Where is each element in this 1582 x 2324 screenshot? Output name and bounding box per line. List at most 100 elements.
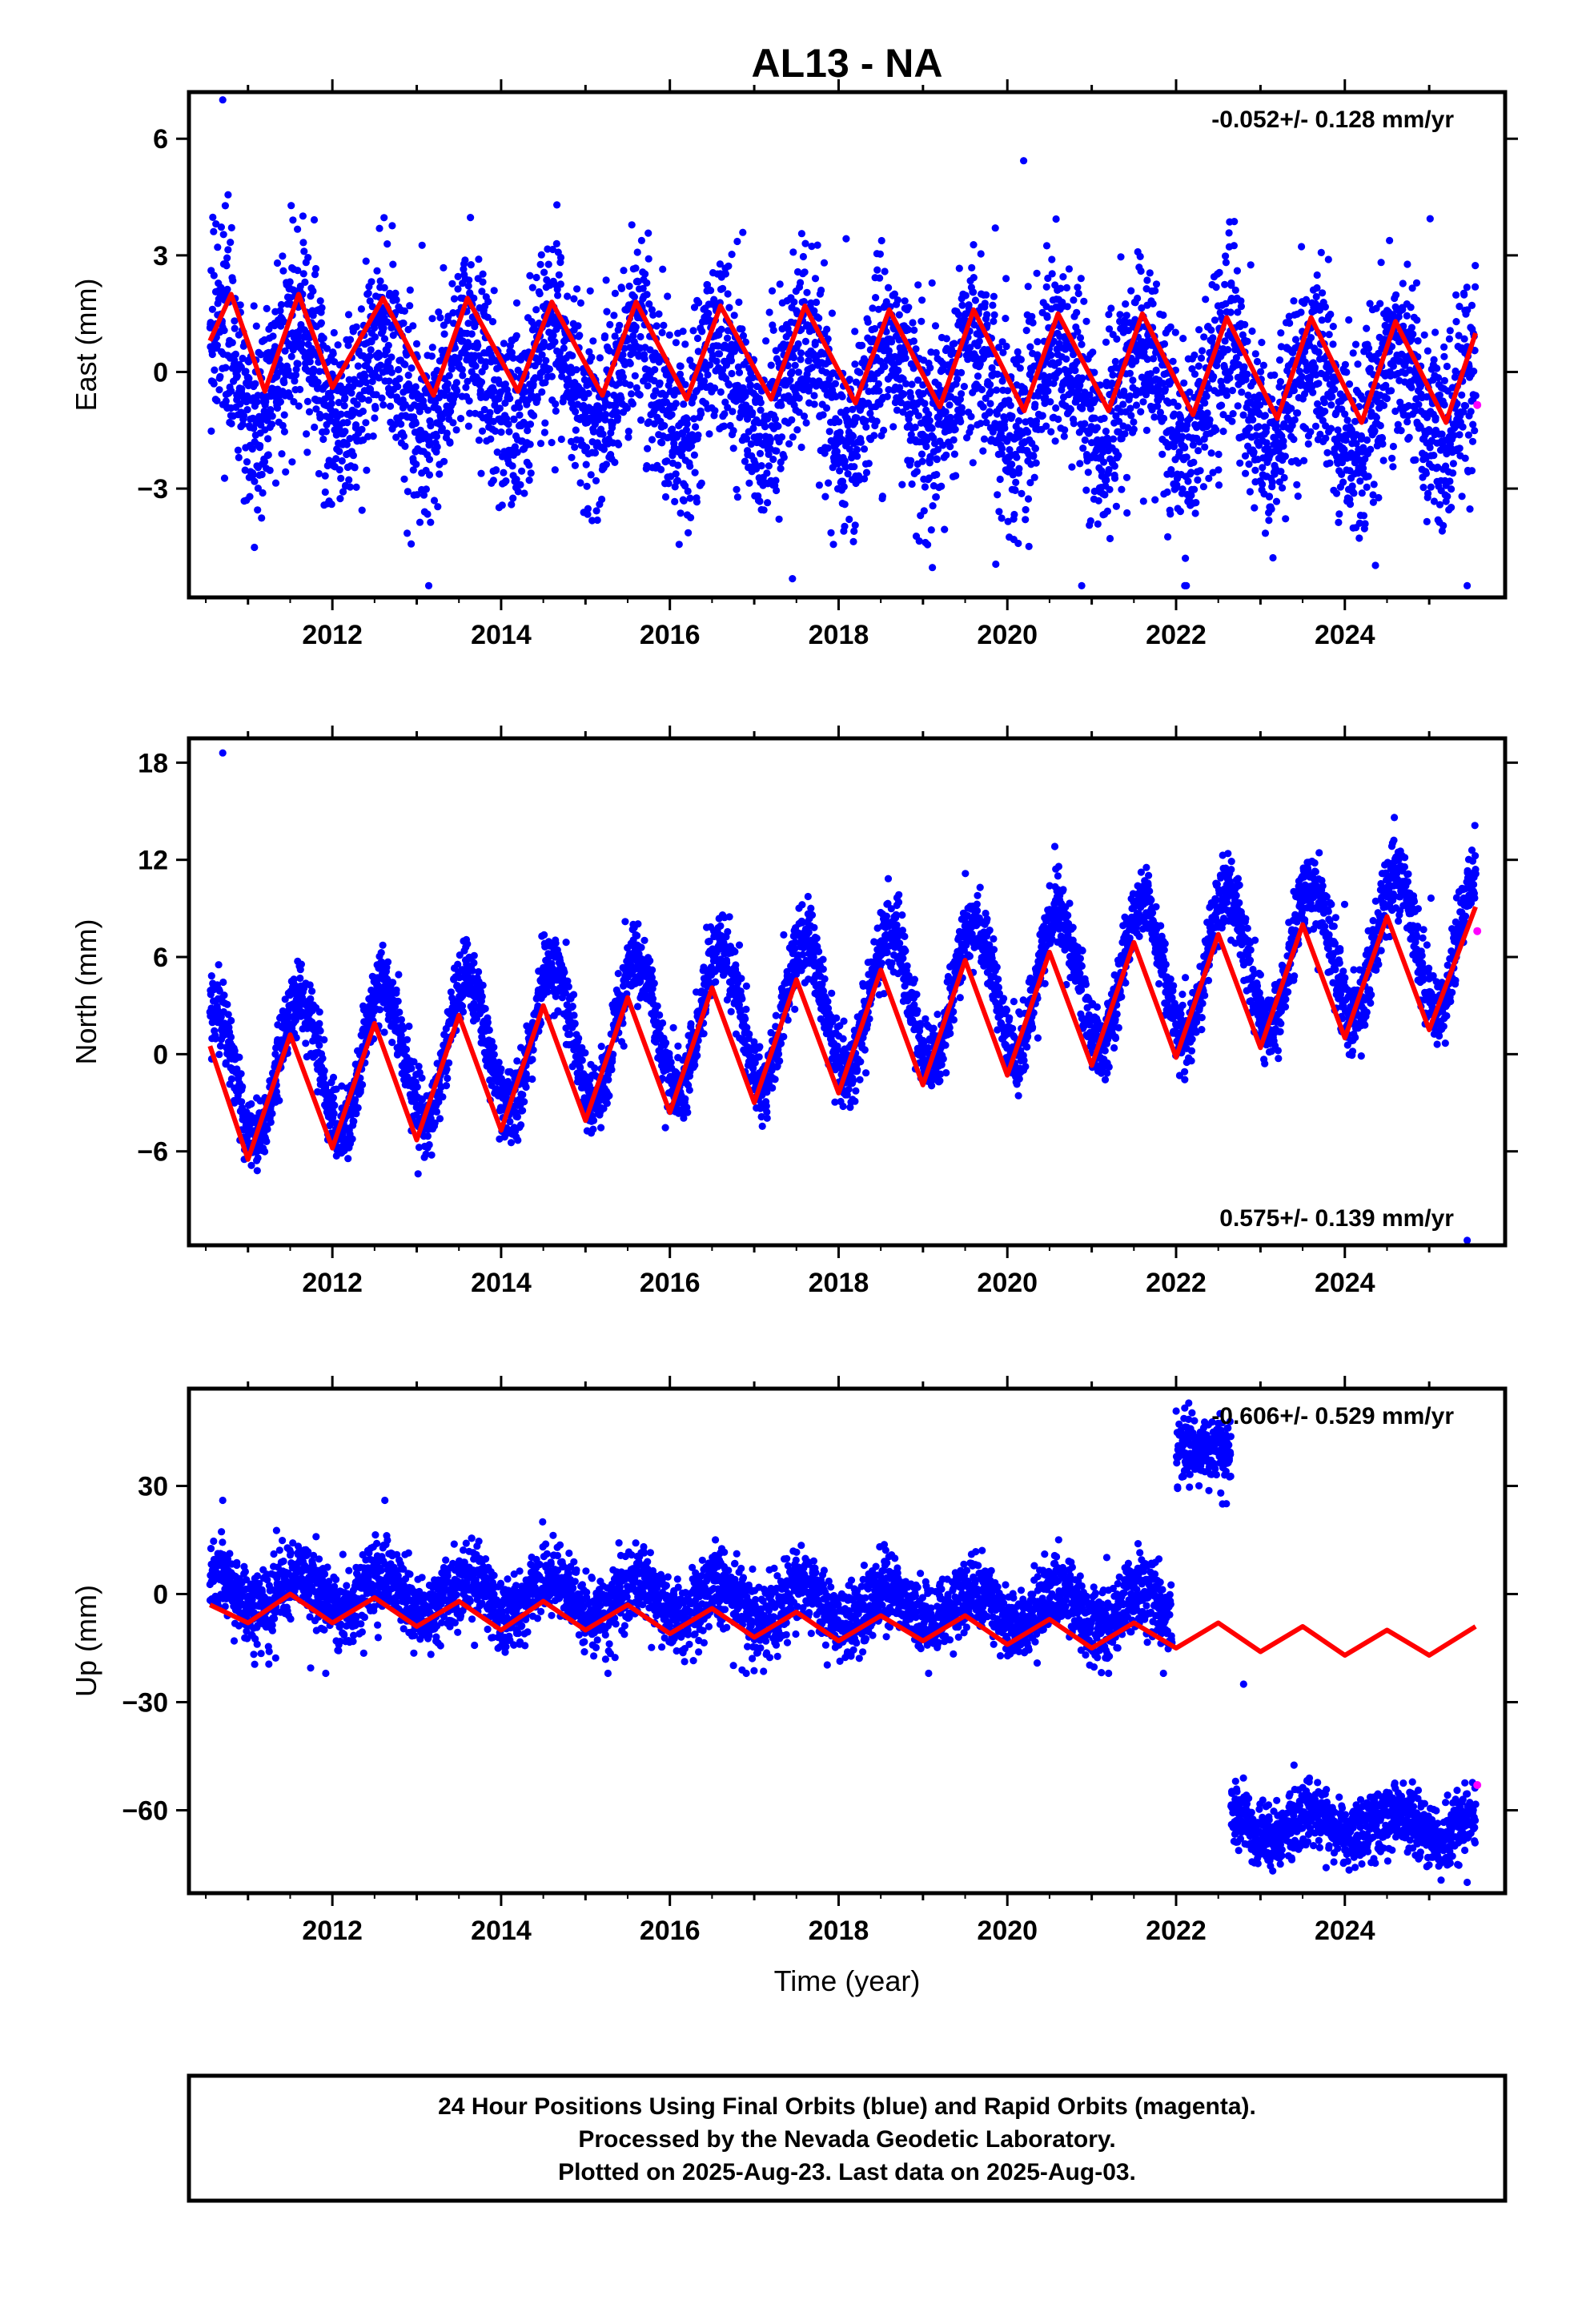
east-final-point [986,408,994,416]
east-final-point [1195,362,1203,370]
east-final-point [801,239,809,247]
east-final-point [1219,428,1227,436]
east-final-point [1341,360,1349,368]
east-final-point [1093,424,1101,432]
east-final-point [1047,351,1055,360]
east-final-point [497,428,505,436]
east-final-point [528,283,536,292]
east-final-point [756,449,765,458]
east-final-point [894,366,902,375]
east-final-point [318,304,326,312]
east-final-point [454,285,462,293]
east-final-point [761,423,769,431]
east-final-point [1460,335,1468,343]
east-final-point [954,375,962,383]
east-final-point [450,295,459,303]
east-final-point [628,390,636,398]
east-final-point [560,344,568,352]
east-final-point [412,419,420,428]
east-final-point [344,311,353,319]
east-final-point [1321,303,1329,311]
east-final-point [1033,269,1041,277]
east-final-point [496,404,504,412]
east-final-point [564,292,572,300]
east-final-point [1243,337,1251,345]
east-final-point [1246,424,1254,432]
east-final-point [895,311,903,319]
east-final-point [931,322,940,330]
east-final-point [599,430,607,438]
east-final-point [536,440,545,448]
east-final-point [340,402,348,410]
east-final-point [259,489,267,497]
east-final-point [1268,478,1276,486]
east-final-point [625,282,633,290]
east-final-point [764,499,772,507]
east-final-point [1265,493,1274,501]
east-final-point [1139,497,1147,505]
east-final-point [829,541,837,549]
east-final-point [502,477,510,485]
east-final-point [665,331,673,339]
east-final-point [251,543,259,552]
east-final-point [336,495,344,503]
east-final-point [477,469,485,477]
east-final-point [484,298,492,306]
east-final-point [789,575,797,583]
east-final-point [777,401,785,409]
east-final-point [689,327,697,335]
east-final-point [1446,327,1454,335]
east-final-point [637,236,646,244]
east-final-point [905,304,913,312]
east-final-point [815,314,823,322]
east-final-point [271,479,280,487]
east-final-point [217,283,225,292]
east-final-point [294,225,302,233]
east-final-point [357,305,365,313]
east-final-point [1221,280,1229,288]
east-final-point [1277,329,1285,337]
east-final-point [1191,485,1199,493]
east-final-point [548,372,556,380]
east-final-point [1215,466,1223,474]
east-final-point [530,412,538,420]
east-final-point [593,516,601,525]
east-final-point [344,341,352,349]
east-final-point [1160,414,1168,423]
east-x-tick-label: 2022 [1146,620,1207,650]
east-final-point [233,372,241,380]
east-final-point [908,380,916,388]
east-final-point [223,262,231,270]
east-final-point [1324,255,1332,263]
east-final-point [209,213,217,221]
east-final-point [1320,399,1328,407]
east-final-point [1407,324,1415,332]
east-final-point [359,407,367,416]
east-final-point [769,456,777,464]
east-final-point [658,328,666,336]
east-final-point [545,365,554,373]
east-final-point [1323,374,1331,382]
east-final-point [921,400,929,408]
east-final-point [704,371,712,379]
east-final-point [1110,462,1118,470]
east-final-point [432,432,441,440]
east-final-point [310,215,319,224]
east-final-point [1430,452,1438,460]
east-final-point [685,529,693,537]
east-final-point [1435,374,1443,382]
east-final-point [249,471,257,480]
east-final-point [1059,273,1067,281]
east-final-point [309,287,317,296]
east-final-point [214,243,222,251]
east-final-point [849,537,857,546]
east-final-point [1143,276,1151,284]
east-final-point [800,412,809,420]
east-final-point [364,396,372,404]
east-final-point [500,340,508,348]
east-final-point [1078,374,1086,382]
east-final-point [252,322,260,330]
east-final-point [1379,440,1387,448]
east-final-point [876,250,884,258]
east-final-point [443,429,451,437]
